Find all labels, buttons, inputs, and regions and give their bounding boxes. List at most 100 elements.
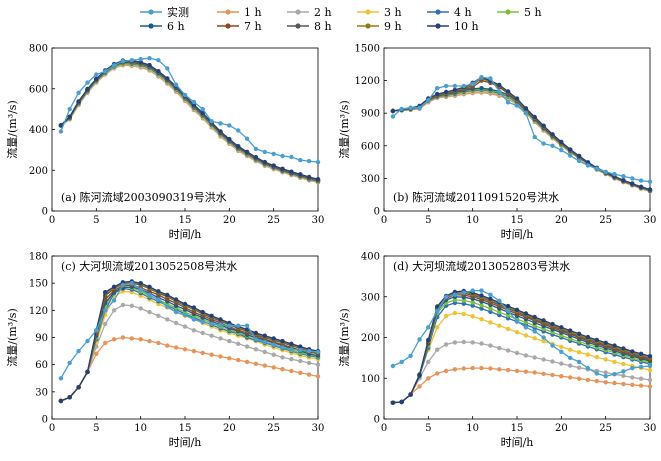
data-point (585, 160, 591, 165)
data-point (417, 384, 422, 389)
data-point (236, 323, 241, 328)
data-point (488, 343, 493, 348)
data-point (67, 114, 72, 119)
data-point (461, 311, 466, 317)
data-point (435, 308, 440, 314)
data-point (568, 363, 573, 368)
data-point (408, 105, 413, 111)
series-10h (58, 58, 321, 182)
data-point (120, 282, 126, 288)
y-axis-label: 流量/(m³/s) (337, 308, 351, 366)
plot-frame (383, 47, 651, 212)
series-line (60, 57, 319, 163)
data-point (559, 325, 564, 330)
y-tick-label: 150 (29, 279, 48, 290)
data-point (541, 339, 546, 344)
data-point (505, 100, 511, 105)
data-point (138, 287, 143, 292)
data-point (271, 336, 276, 341)
data-point (253, 347, 259, 352)
data-point (289, 347, 294, 352)
data-point (390, 108, 396, 114)
x-tick-label: 0 (49, 215, 55, 226)
data-point (200, 106, 205, 112)
data-point (541, 335, 546, 340)
legend-label-0: 实测 (167, 5, 189, 19)
y-tick-label: 60 (35, 360, 48, 371)
data-point (470, 81, 475, 87)
data-point (94, 351, 99, 356)
data-point (514, 350, 520, 356)
data-point (399, 359, 404, 365)
y-tick-label: 0 (374, 415, 380, 426)
data-point (497, 298, 502, 303)
data-point (452, 297, 458, 303)
data-point (138, 57, 143, 62)
series-line (60, 284, 319, 402)
series-line (60, 64, 319, 183)
data-point (306, 348, 312, 354)
data-point (603, 169, 608, 175)
series-line (60, 62, 319, 182)
data-point (488, 306, 493, 311)
data-point (638, 178, 644, 183)
legend-marker-8 (295, 23, 301, 29)
x-tick-label: 15 (179, 215, 192, 226)
x-tick-label: 30 (312, 423, 325, 434)
data-point (550, 359, 555, 364)
data-point (585, 377, 591, 383)
x-axis-label: 时间/h (501, 436, 534, 449)
data-point (505, 308, 511, 314)
data-point (315, 159, 321, 165)
data-point (576, 331, 582, 336)
data-point (94, 76, 99, 82)
data-point (638, 351, 644, 356)
data-point (306, 174, 312, 180)
data-point (497, 345, 502, 351)
data-point (289, 154, 294, 160)
data-point (156, 313, 161, 318)
data-point (399, 106, 404, 112)
data-point (85, 80, 90, 85)
data-point (298, 348, 303, 353)
data-point (452, 83, 458, 89)
data-point (271, 151, 276, 157)
data-point (129, 58, 134, 63)
data-point (298, 358, 303, 364)
data-point (532, 314, 537, 320)
y-tick-label: 600 (29, 84, 48, 95)
x-tick-label: 30 (312, 215, 325, 226)
data-point (550, 143, 555, 148)
y-tick-label: 1500 (355, 44, 380, 55)
data-point (576, 365, 582, 370)
legend-marker-10 (435, 23, 441, 29)
data-point (647, 384, 653, 389)
data-point (470, 314, 475, 319)
data-point (612, 171, 617, 177)
data-point (523, 311, 529, 316)
data-point (612, 343, 617, 348)
series-line (60, 281, 319, 402)
data-point (218, 336, 223, 341)
data-point (191, 317, 197, 322)
data-point (182, 347, 188, 352)
data-point (262, 339, 267, 345)
data-point (209, 352, 214, 357)
data-point (165, 66, 170, 71)
panel-a: 0 5 10 15 20 25 30 0 200 400 600 800 时间/h 流量/(m³/s) (a… (5, 44, 324, 242)
data-point (103, 308, 108, 313)
legend-marker-2 (295, 9, 301, 15)
data-point (621, 373, 626, 378)
data-point (443, 83, 449, 89)
legend-marker-7 (225, 23, 231, 29)
data-point (541, 141, 546, 146)
x-tick-label: 5 (425, 423, 431, 434)
x-axis-label: 时间/h (501, 228, 534, 241)
legend-label-2: 2 h (314, 6, 332, 19)
data-point (227, 323, 232, 328)
data-point (262, 349, 267, 355)
data-point (306, 158, 312, 164)
data-point (488, 366, 493, 371)
data-point (497, 89, 502, 94)
data-point (76, 348, 81, 354)
